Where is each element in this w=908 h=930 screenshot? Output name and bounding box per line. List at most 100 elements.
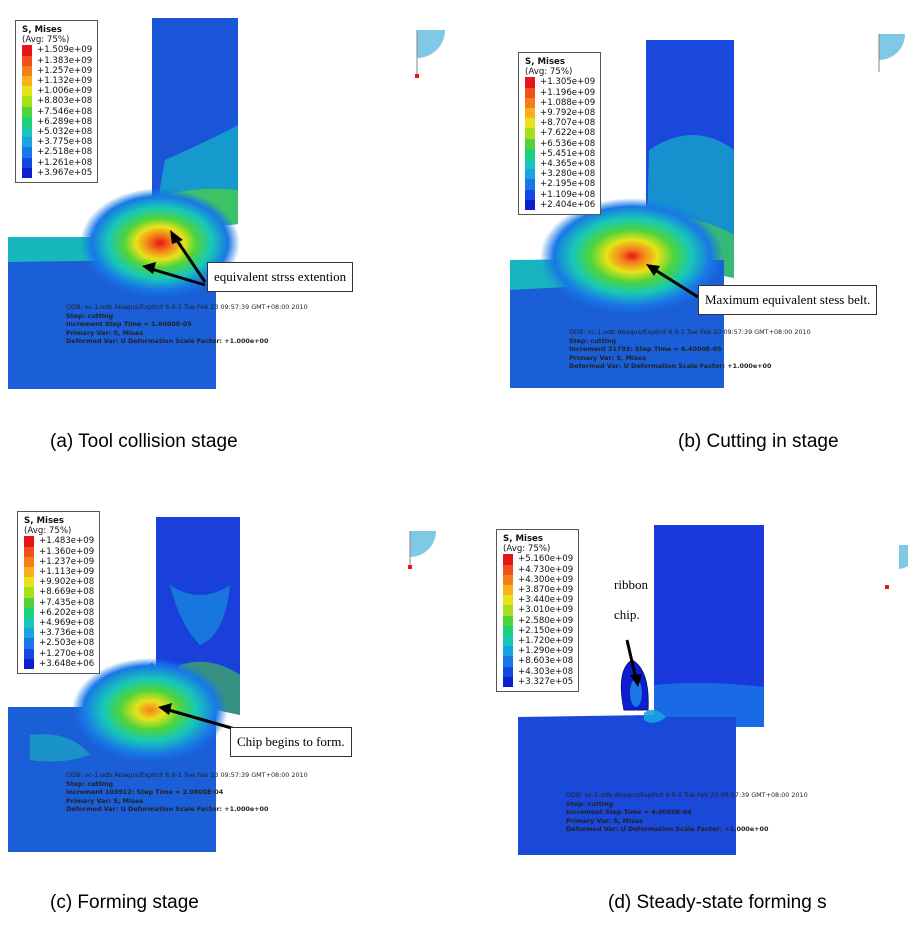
legend-entry: +3.775e+08 bbox=[22, 137, 93, 148]
orientation-triad bbox=[410, 531, 436, 557]
odb-line: Primary Var: S, Mises bbox=[66, 328, 144, 337]
panel-a: S, Mises (Avg: 75%) +1.509e+09 +1.383e+09… bbox=[0, 0, 454, 465]
legend-value: +2.580e+09 bbox=[518, 615, 574, 626]
annotation-callout: equivalent strss extention bbox=[207, 262, 354, 292]
legend-swatch bbox=[24, 607, 34, 619]
annotation-callout: Maximum equivalent stess belt. bbox=[698, 285, 878, 315]
legend-value: +5.451e+08 bbox=[540, 148, 596, 159]
legend-swatch bbox=[22, 157, 32, 168]
odb-line: Deformed Var: U Deformation Scale Factor… bbox=[66, 337, 269, 345]
legend-value: +3.327e+05 bbox=[518, 676, 574, 687]
legend-subtitle: (Avg: 75%) bbox=[503, 544, 551, 555]
callout-arrow bbox=[172, 235, 207, 283]
legend-value: +3.967e+05 bbox=[37, 167, 93, 178]
legend-swatch bbox=[24, 648, 34, 659]
legend-swatch bbox=[22, 116, 32, 128]
stress-concentration bbox=[72, 658, 228, 762]
legend-value: +5.032e+08 bbox=[37, 127, 93, 138]
legend-swatch bbox=[525, 97, 535, 108]
legend-entry: +5.451e+08 bbox=[525, 148, 596, 160]
legend-swatch bbox=[22, 106, 32, 117]
legend-value: +3.736e+08 bbox=[39, 628, 95, 639]
legend-swatch bbox=[503, 595, 513, 606]
legend-swatch bbox=[525, 87, 535, 98]
legend-value: +1.720e+09 bbox=[518, 636, 574, 647]
legend-swatch bbox=[503, 676, 513, 688]
legend-entry: +2.150e+09 bbox=[503, 625, 574, 637]
legend-swatch bbox=[22, 147, 32, 158]
legend-swatch bbox=[22, 45, 32, 56]
legend-swatch bbox=[503, 615, 513, 626]
odb-line: ODB: vc-1.odb Abaqus/Explicit 6.9-1 Tue … bbox=[66, 303, 308, 311]
odb-line: Increment 31793: Step Time = 6.4000E-05 bbox=[569, 345, 722, 353]
legend-value: +1.257e+09 bbox=[37, 65, 93, 76]
panel-caption: (b) Cutting in stage bbox=[678, 431, 839, 452]
legend-swatch bbox=[22, 167, 32, 179]
panel-caption: (d) Steady-state forming s bbox=[608, 892, 827, 913]
odb-line: ODB: vc-1.odb Abaqus/Explicit 6.9-1 Tue … bbox=[569, 328, 811, 336]
callout-arrow bbox=[147, 266, 206, 287]
legend-entry: +1.360e+09 bbox=[24, 546, 94, 557]
legend-value: +8.707e+08 bbox=[540, 118, 596, 129]
chip-note: chip. bbox=[614, 607, 640, 622]
legend-value: +7.622e+08 bbox=[540, 128, 596, 139]
legend-value: +1.290e+09 bbox=[518, 646, 574, 657]
legend-entry: +1.720e+09 bbox=[503, 636, 574, 647]
legend-swatch bbox=[525, 77, 535, 88]
odb-line: Increment 103912: Step Time = 2.0800E-04 bbox=[66, 788, 224, 796]
legend-swatch bbox=[503, 605, 513, 616]
legend-value: +1.088e+09 bbox=[540, 97, 596, 108]
legend-entry: +1.257e+09 bbox=[22, 65, 93, 76]
legend-value: +6.202e+08 bbox=[39, 607, 95, 618]
legend-swatch bbox=[525, 108, 535, 119]
legend-entry: +7.622e+08 bbox=[525, 128, 596, 139]
legend-entry: +1.196e+09 bbox=[525, 87, 595, 98]
odb-line: Primary Var: S, Mises bbox=[566, 816, 644, 825]
legend-swatch bbox=[24, 628, 34, 639]
legend-value: +3.775e+08 bbox=[37, 137, 93, 148]
cutting-tool bbox=[654, 525, 764, 727]
legend-entry: +1.006e+09 bbox=[22, 86, 92, 97]
legend-value: +3.010e+09 bbox=[518, 605, 574, 616]
legend-value: +1.483e+09 bbox=[39, 536, 95, 547]
legend-swatch bbox=[525, 128, 535, 139]
legend-entry: +2.404e+06 bbox=[525, 199, 595, 211]
legend-entry: +3.736e+08 bbox=[24, 628, 95, 639]
panel-c: S, Mises (Avg: 75%) +1.483e+09 +1.360e+09… bbox=[0, 465, 454, 930]
odb-info: ODB: vc-1.odb Abaqus/Explicit 6.9-1 Tue … bbox=[566, 791, 808, 834]
legend-title: S, Mises bbox=[24, 516, 65, 526]
legend-swatch bbox=[22, 65, 32, 76]
legend-value: +8.603e+08 bbox=[518, 656, 574, 667]
legend-value: +1.113e+09 bbox=[39, 567, 95, 578]
legend-swatch bbox=[24, 556, 34, 567]
legend-entry: +5.032e+08 bbox=[22, 127, 93, 138]
legend-value: +1.132e+09 bbox=[37, 76, 93, 87]
orientation-triad bbox=[879, 34, 905, 60]
legend-swatch bbox=[503, 625, 513, 637]
orientation-triad bbox=[899, 545, 908, 569]
legend-value: +2.503e+08 bbox=[39, 638, 95, 649]
legend-swatch bbox=[503, 646, 513, 657]
legend-swatch bbox=[503, 666, 513, 677]
legend-entry: +6.536e+08 bbox=[525, 138, 595, 149]
legend-swatch bbox=[22, 55, 32, 66]
legend-entry: +7.546e+08 bbox=[22, 106, 92, 117]
odb-line: Deformed Var: U Deformation Scale Factor… bbox=[66, 805, 269, 813]
fe-contour-plot bbox=[518, 525, 908, 855]
odb-line: Primary Var: S, Mises bbox=[569, 353, 647, 362]
legend-swatch bbox=[24, 618, 34, 629]
legend-value: +2.150e+09 bbox=[518, 625, 574, 636]
legend-swatch bbox=[525, 199, 535, 211]
stress-legend: S, Mises (Avg: 75%) +1.509e+09 +1.383e+09… bbox=[15, 20, 99, 184]
legend-swatch bbox=[503, 585, 513, 596]
legend-swatch bbox=[24, 597, 34, 608]
legend-value: +5.160e+09 bbox=[518, 554, 574, 565]
panel-caption: (a) Tool collision stage bbox=[50, 431, 238, 452]
legend-swatch bbox=[24, 567, 34, 578]
fe-contour-plot bbox=[8, 18, 445, 389]
legend-value: +8.669e+08 bbox=[39, 587, 95, 598]
legend-swatch bbox=[22, 96, 32, 107]
legend-entry: +9.792e+08 bbox=[525, 108, 595, 119]
legend-entry: +6.202e+08 bbox=[24, 607, 95, 619]
legend-entry: +1.270e+08 bbox=[24, 648, 94, 659]
